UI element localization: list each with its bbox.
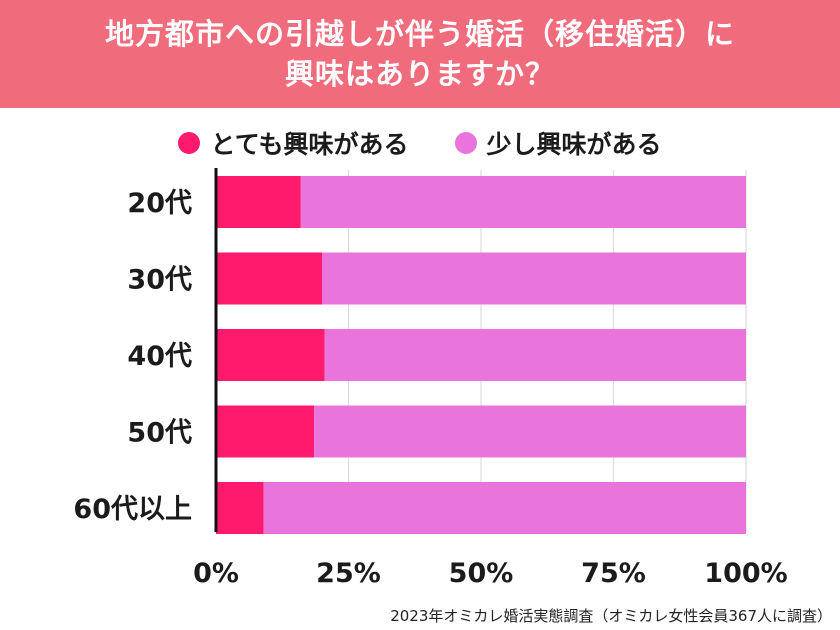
category-label: 40代 <box>127 341 192 372</box>
legend: とても興味がある 少し興味がある <box>0 120 840 166</box>
category-label: 50代 <box>127 418 192 449</box>
title-line-1: 地方都市への引越しが伴う婚活（移住婚活）に <box>104 17 735 51</box>
bar-segment <box>263 482 746 534</box>
bar-segment <box>314 405 746 458</box>
bar-segment <box>216 252 322 305</box>
source-note: 2023年オミカレ婚活実態調査（オミカレ女性会員367人に調査） <box>390 607 832 625</box>
legend-swatch-very <box>178 132 201 154</box>
x-tick-label: 100% <box>704 558 787 589</box>
x-tick-label: 0% <box>193 558 239 589</box>
bar-segment <box>322 252 746 305</box>
title-line-2: 興味はありますか？ <box>284 57 555 91</box>
x-tick-label: 75% <box>581 558 646 589</box>
bar-segment <box>216 405 315 458</box>
bar-segment <box>216 329 325 381</box>
bar-segment <box>300 176 746 228</box>
legend-label-very: とても興味がある <box>210 130 409 159</box>
legend-item-some: 少し興味がある <box>454 125 662 161</box>
chart-title: 地方都市への引越しが伴う婚活（移住婚活）に 興味はありますか？ <box>0 0 840 108</box>
bar-segment <box>216 176 301 228</box>
bar-segment <box>324 329 746 381</box>
category-label: 60代以上 <box>73 494 192 525</box>
legend-item-very: とても興味がある <box>178 125 409 161</box>
legend-label-some: 少し興味がある <box>486 130 662 159</box>
category-label: 30代 <box>127 265 192 296</box>
category-label: 20代 <box>127 188 192 219</box>
x-tick-label: 25% <box>316 558 381 589</box>
legend-swatch-some <box>454 132 477 154</box>
bar-segment <box>216 482 264 534</box>
x-tick-label: 50% <box>449 558 514 589</box>
